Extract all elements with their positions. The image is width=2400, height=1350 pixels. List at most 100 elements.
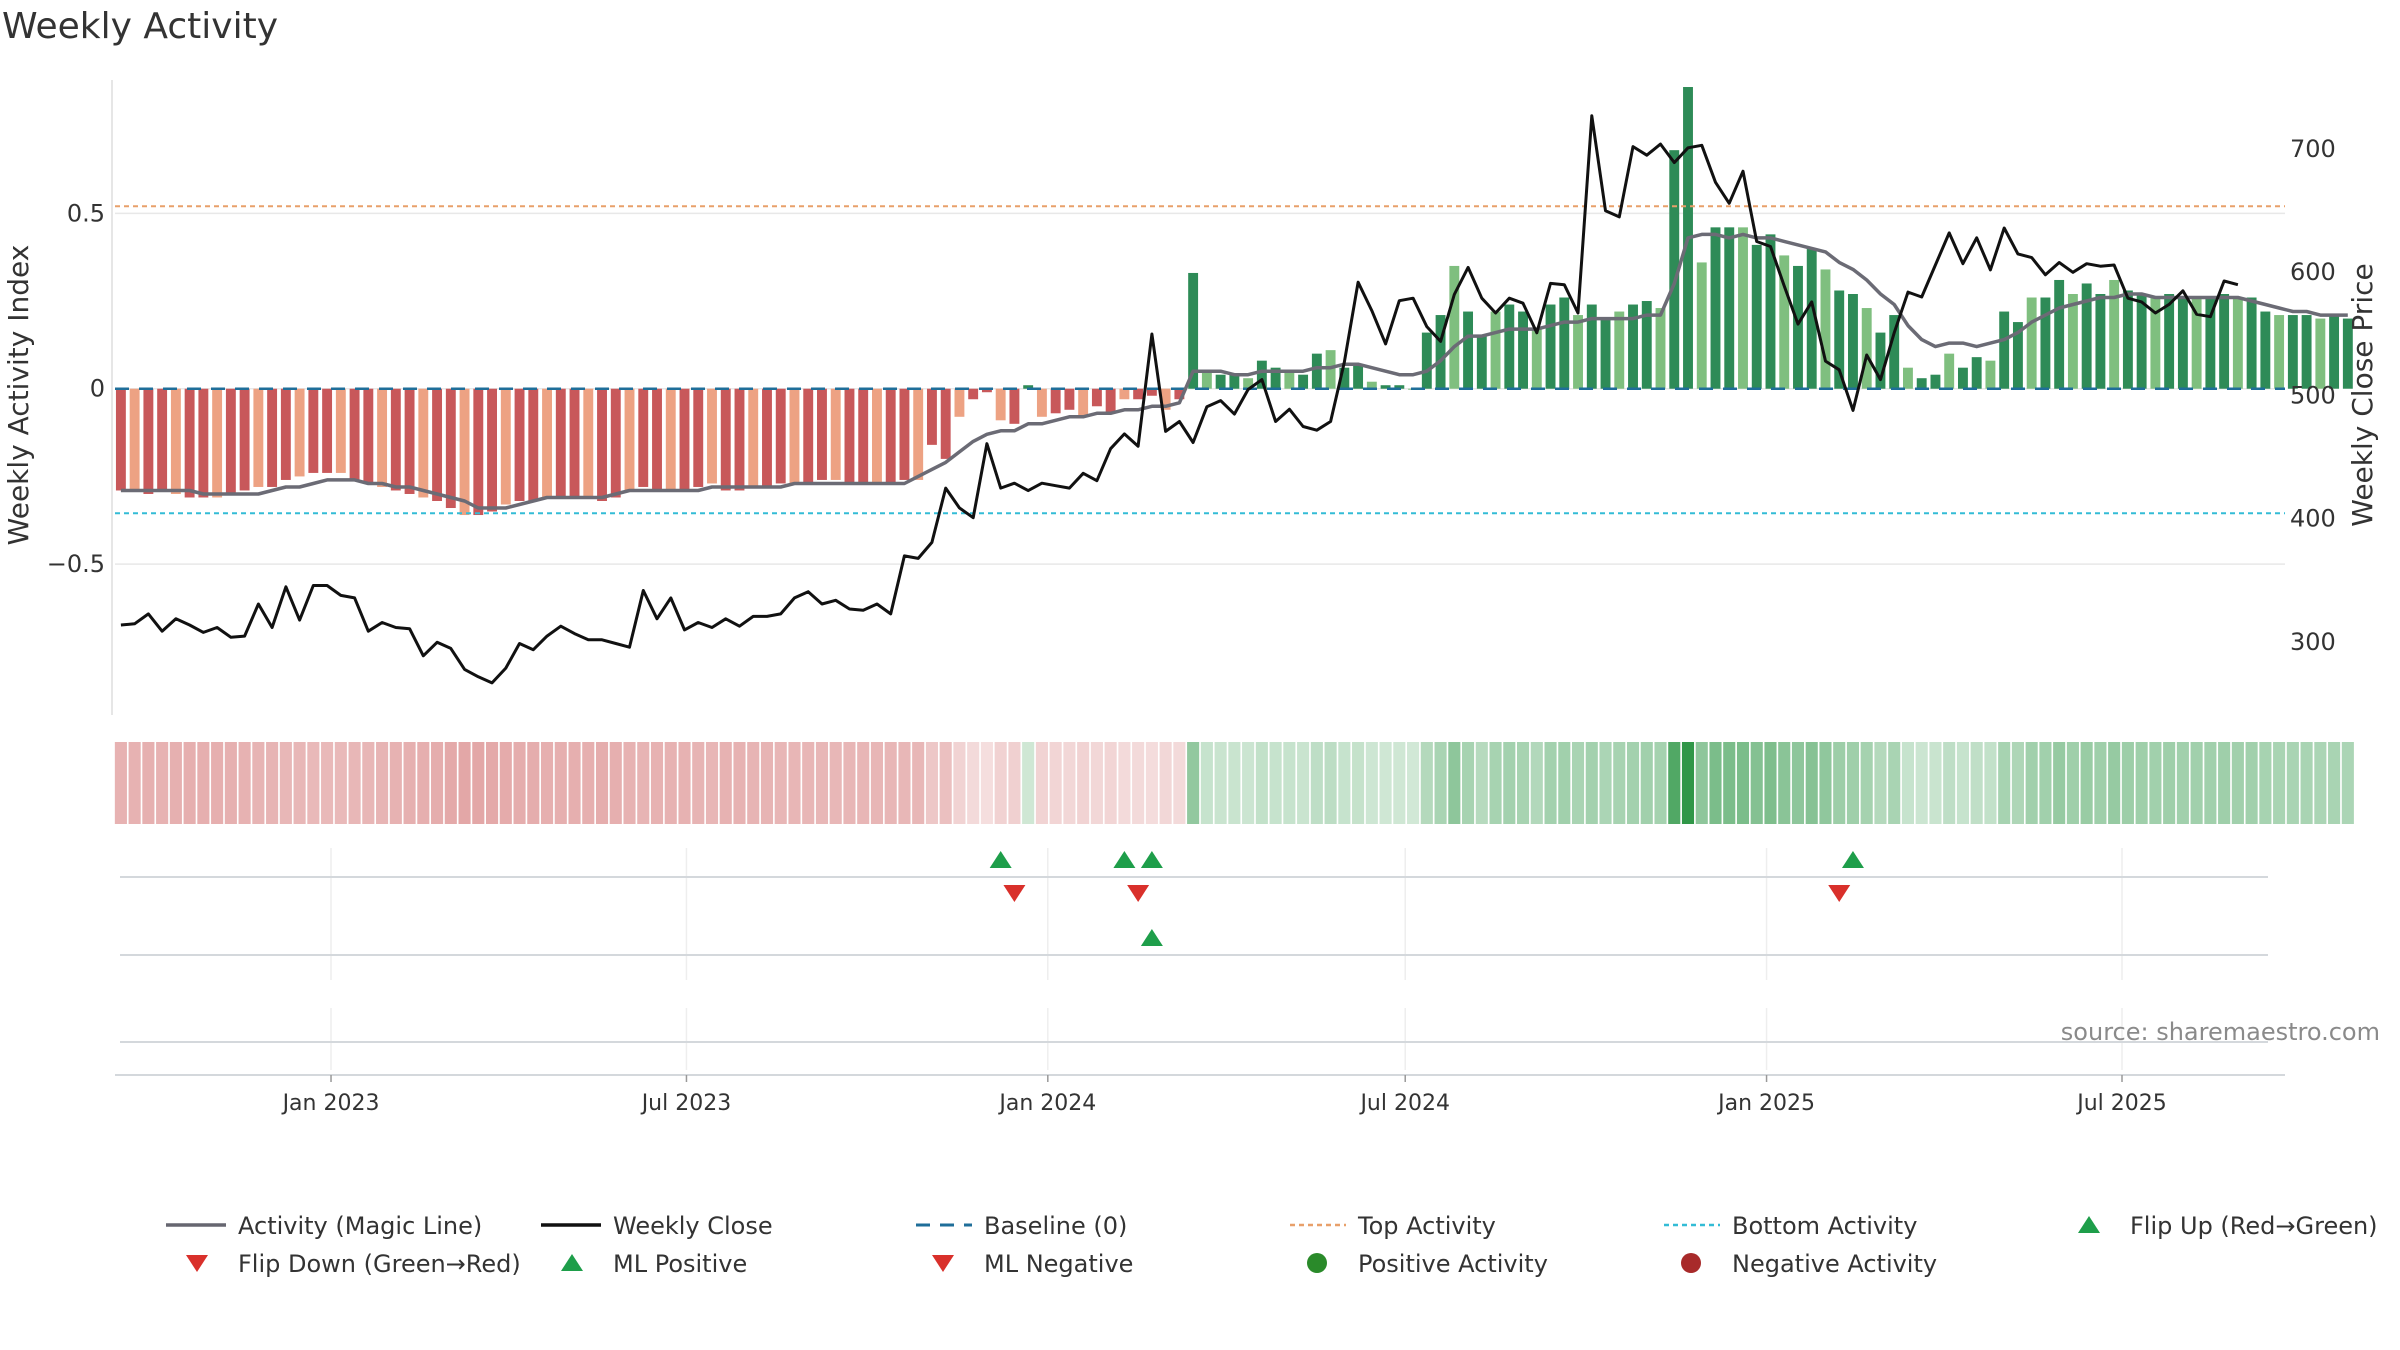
heat-cell [156,742,169,824]
activity-bar [2164,294,2175,389]
activity-bar [1751,244,1762,389]
activity-bar [748,388,759,487]
activity-bar [2150,297,2161,389]
heat-cell [1695,742,1708,824]
heat-cell [637,742,650,824]
activity-bar [1311,353,1322,389]
heat-cell [417,742,430,824]
legend-label: Flip Down (Green→Red) [238,1250,521,1278]
heat-cell [595,742,609,824]
activity-bar [363,388,374,484]
flip-down-marker [1003,885,1026,902]
y2-tick-label: 600 [2290,258,2336,286]
activity-bar [1435,315,1446,389]
activity-bar [2246,297,2257,389]
heat-cell [1558,742,1571,824]
heat-cell [279,742,292,824]
activity-bar [2122,290,2133,389]
activity-bar [1146,388,1157,396]
heat-cell [939,742,952,824]
x-tick-label: Jan 2023 [281,1091,380,1116]
activity-bar [1188,272,1199,389]
y2-axis-label: Weekly Close Price [2346,263,2379,526]
heat-cell [1077,742,1090,824]
activity-bar [1160,388,1171,410]
activity-bar [1463,311,1474,389]
heat-cell [2300,742,2313,824]
heat-cell [1379,742,1392,824]
activity-bar [762,388,772,487]
heat-cell [1269,742,1282,824]
activity-bar [1696,262,1707,389]
activity-bar [1985,360,1996,389]
heat-cell [499,742,512,824]
heat-cell [2190,742,2203,824]
heat-cell [2149,742,2162,824]
activity-bar [418,388,429,498]
heat-cell [128,742,141,824]
activity-bar [528,388,539,501]
activity-bar [404,388,415,494]
heat-cell [582,742,595,824]
heat-cell [1063,742,1076,824]
activity-bar [885,388,896,484]
activity-bar [1394,385,1405,389]
heat-cell [1022,742,1035,824]
heat-cell [1571,742,1585,824]
heat-cell [334,742,347,824]
heat-cell [843,742,856,824]
activity-bar [624,388,635,491]
activity-bar [212,388,223,498]
legend-swatch [2078,1216,2100,1233]
heat-cell [1805,742,1818,824]
activity-bar [1215,374,1226,389]
legend-item: Baseline (0) [916,1212,1127,1240]
heat-cell [2053,742,2066,824]
heat-cell [1791,742,1805,824]
heat-cell [1956,742,1969,824]
activity-bar [2081,283,2092,389]
activity-bar [1229,374,1240,389]
legend-swatch [1681,1253,1701,1273]
y-tick-label: 0 [90,375,105,403]
y-tick-label: −0.5 [47,550,105,578]
heat-cell [1090,742,1103,824]
heat-cell [472,742,485,824]
activity-bar [858,388,869,484]
heat-cell [1736,742,1750,824]
heat-cell [1352,742,1365,824]
heat-cell [458,742,471,824]
legend-label: Top Activity [1357,1212,1496,1240]
heat-cell [513,742,526,824]
heat-cell [747,742,760,824]
heat-cell [1338,742,1351,824]
legend-swatch [932,1255,954,1272]
heat-cell [1489,742,1502,824]
heat-cell [348,742,361,824]
activity-bar [1284,371,1295,389]
series-lines [120,114,2348,685]
legend-label: Baseline (0) [984,1212,1127,1240]
activity-bar [239,388,250,491]
heat-cell [2328,742,2341,824]
activity-bar [184,388,195,498]
activity-bar [170,388,181,494]
activity-bar [1105,388,1116,414]
activity-bar [294,388,305,477]
activity-bar [1256,360,1267,389]
activity-bar [1476,336,1487,389]
heat-cell [568,742,581,824]
activity-bar [1820,269,1831,389]
activity-bar [1875,332,1886,389]
legend-item: Negative Activity [1681,1250,1937,1278]
activity-bar [432,388,443,501]
heat-cell [2204,742,2217,824]
heat-cell [2231,742,2244,824]
activity-bar [1614,311,1625,389]
heat-cell [431,742,444,824]
heat-cell [1778,742,1791,824]
heat-cell [114,742,127,824]
heat-cell [1613,742,1626,824]
activity-bar [968,388,979,400]
heat-cell [1324,742,1337,824]
